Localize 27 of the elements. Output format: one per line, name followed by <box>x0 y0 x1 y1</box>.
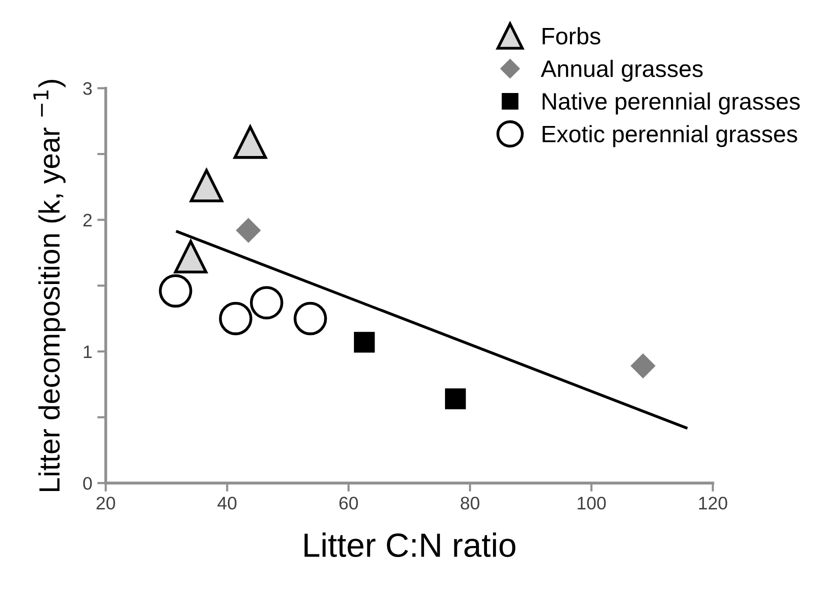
legend-label: Native perennial grasses <box>542 92 800 114</box>
point <box>218 302 252 336</box>
x-tick-label: 100 <box>578 496 606 510</box>
y-tick-label: 1 <box>84 346 92 358</box>
point <box>158 274 192 308</box>
legend-label: Exotic perennial grasses <box>542 125 798 148</box>
legend-label: Forbs <box>542 27 600 45</box>
point <box>354 332 375 353</box>
x-tick-label: 20 <box>96 496 116 510</box>
point <box>190 168 224 202</box>
y-axis-title: Litter decomposition (k, year $^{−1}$) <box>33 80 66 492</box>
x-tick-label: 40 <box>218 496 236 510</box>
point <box>294 302 327 336</box>
point <box>250 286 284 320</box>
point <box>234 126 267 159</box>
legend-label: Annual grasses <box>540 60 703 82</box>
y-tick-label: 3 <box>83 82 92 95</box>
y-tick-label: 2 <box>83 214 92 226</box>
x-axis-title: Litter C:N ratio <box>304 532 516 558</box>
x-tick-label: 120 <box>699 496 728 510</box>
y-tick-label: 0 <box>83 477 92 490</box>
point <box>174 240 208 274</box>
point <box>445 388 466 410</box>
x-tick-label: 80 <box>460 496 480 510</box>
point <box>630 353 656 378</box>
x-tick-label: 60 <box>339 496 358 510</box>
point <box>236 218 261 243</box>
